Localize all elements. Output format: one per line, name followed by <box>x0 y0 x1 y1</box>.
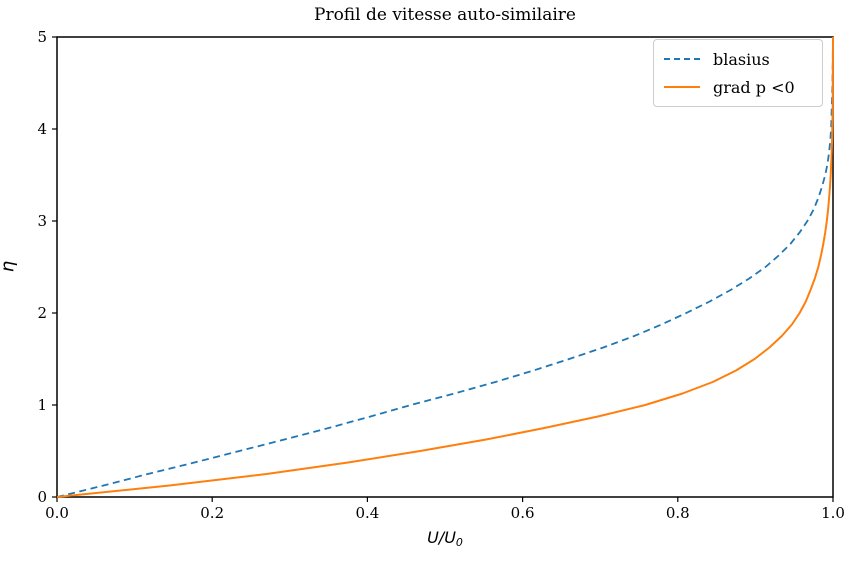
legend: blasius grad p <0 <box>653 39 823 107</box>
x-tick-label: 0.0 <box>45 504 69 522</box>
y-tick-label: 1 <box>37 396 47 414</box>
y-tick-label: 3 <box>37 212 47 230</box>
axes-box <box>56 36 834 498</box>
x-tick-label: 0.8 <box>666 504 690 522</box>
y-tick-label: 2 <box>37 304 47 322</box>
x-tick-label: 0.2 <box>200 504 224 522</box>
axis-tick-labels: 0.0 0.2 0.4 0.6 0.8 1.0 0 1 2 3 4 5 <box>37 28 844 522</box>
y-tick-label: 0 <box>37 488 47 506</box>
y-tick-label: 4 <box>37 120 47 138</box>
x-axis-label: U/U0 <box>57 528 833 549</box>
x-tick-label: 0.4 <box>355 504 379 522</box>
x-axis-label-subscript: 0 <box>455 536 463 549</box>
chart-title: Profil de vitesse auto-similaire <box>314 5 576 25</box>
legend-label: blasius <box>713 49 770 69</box>
y-tick-label: 5 <box>37 28 47 46</box>
x-tick-label: 1.0 <box>821 504 845 522</box>
legend-line-sample-dashed <box>664 58 700 60</box>
x-axis-label-main: U/U <box>427 528 456 547</box>
legend-label: grad p <0 <box>713 77 795 97</box>
legend-entry-grad-p: grad p <0 <box>664 78 812 97</box>
legend-line-sample-solid <box>664 86 700 88</box>
x-tick-label: 0.6 <box>511 504 535 522</box>
axis-ticks <box>52 36 834 502</box>
y-axis-label: η <box>0 247 19 287</box>
curve-blasius <box>56 36 834 498</box>
curves <box>56 36 834 498</box>
curve-grad-p-0 <box>56 36 834 498</box>
legend-entry-blasius: blasius <box>664 50 812 69</box>
